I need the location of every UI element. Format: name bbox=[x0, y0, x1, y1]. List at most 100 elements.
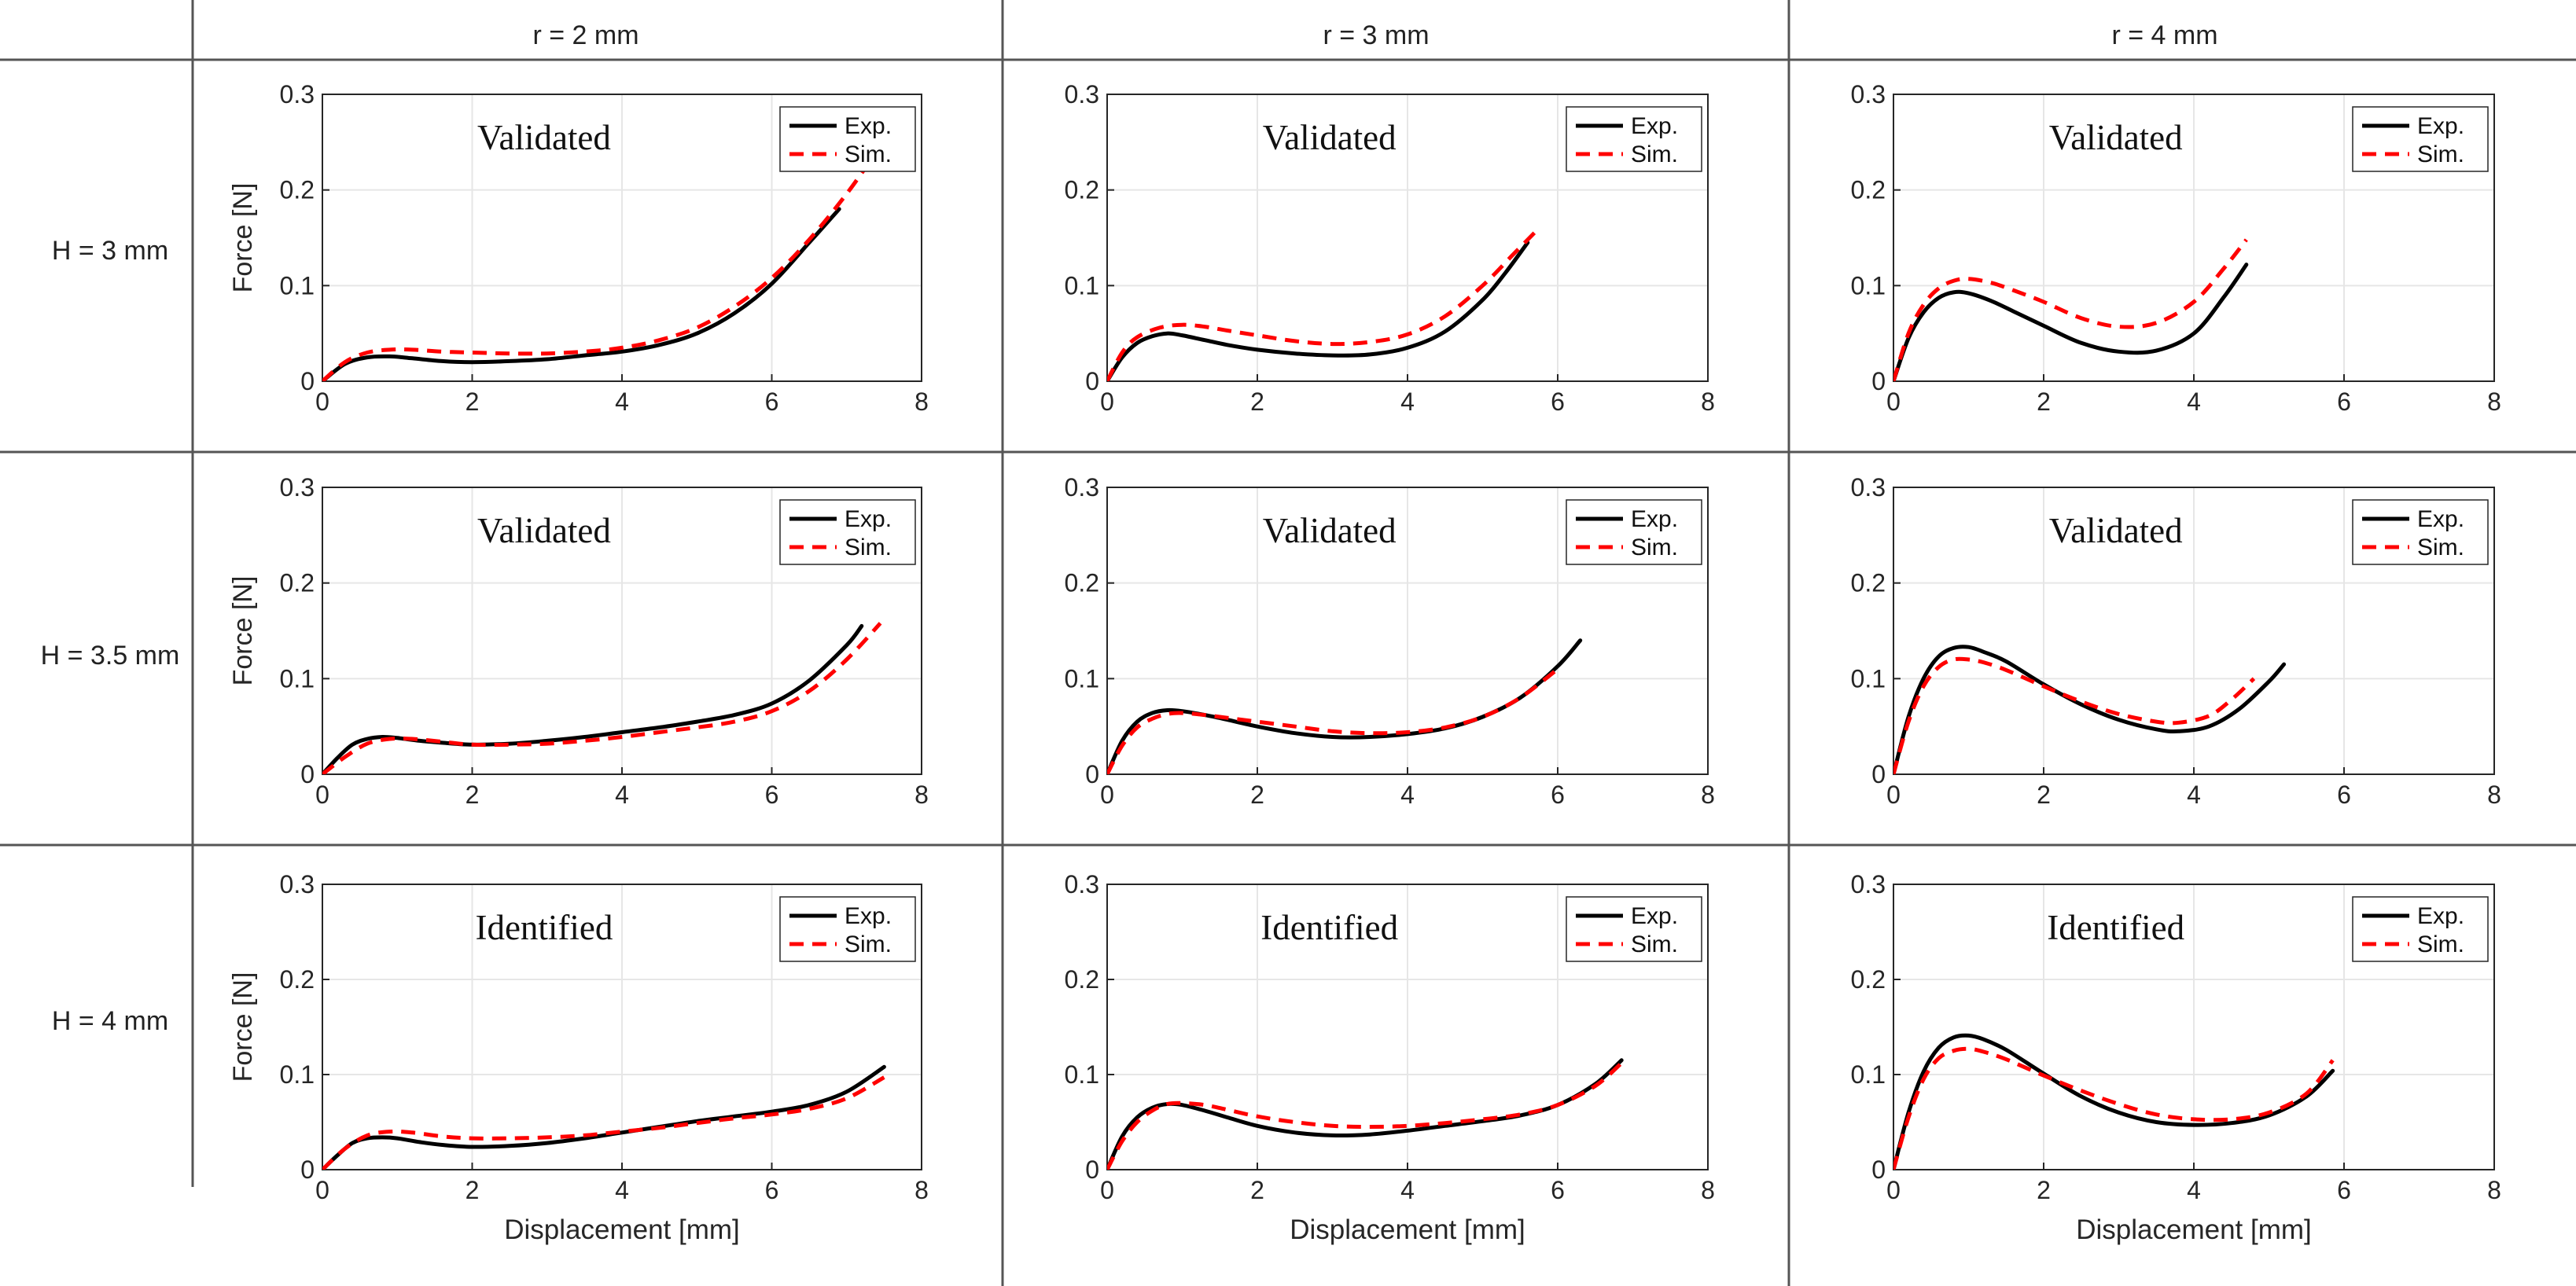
x-tick-label: 2 bbox=[466, 1176, 480, 1204]
x-tick-label: 6 bbox=[1551, 1176, 1565, 1204]
x-tick-label: 4 bbox=[2187, 781, 2201, 809]
y-tick-label: 0.1 bbox=[280, 271, 315, 299]
y-tick-label: 0.3 bbox=[1851, 870, 1886, 898]
legend-sim-label: Sim. bbox=[1631, 931, 1678, 957]
x-tick-label: 4 bbox=[2187, 1176, 2201, 1204]
panel-annotation: Validated bbox=[2049, 511, 2183, 550]
x-tick-label: 0 bbox=[315, 388, 329, 416]
y-tick-label: 0.3 bbox=[1065, 870, 1099, 898]
exp-series-line bbox=[1107, 241, 1530, 381]
chart-panel-1-0: 0 2 4 6 8 0 0.1 0.2 0.3 Force [N] Validated Exp. Sim… bbox=[228, 473, 929, 809]
legend-box bbox=[2352, 106, 2489, 172]
x-tick-label: 4 bbox=[1400, 781, 1415, 809]
sim-series-line bbox=[1893, 656, 2256, 774]
chart-panel-2-2: 0 2 4 6 8 0 0.1 0.2 0.3 Displacement [mm] Identifi… bbox=[1851, 870, 2501, 1245]
y-tick-label: 0 bbox=[1085, 367, 1099, 395]
y-tick-label: 0 bbox=[300, 367, 315, 395]
legend-exp-label: Exp. bbox=[1631, 506, 1678, 532]
legend-exp-label: Exp. bbox=[1631, 903, 1678, 929]
panel-annotation: Validated bbox=[1263, 511, 1397, 550]
panel-annotation: Validated bbox=[2049, 118, 2183, 157]
y-tick-label: 0.3 bbox=[280, 870, 315, 898]
chart-panel-0-0: 0 2 4 6 8 0 0.1 0.2 0.3 Force [N] Validated Exp.Sim… bbox=[228, 80, 929, 416]
chart-panel-1-2: 0 2 4 6 8 0 0.1 0.2 0.3 Validated Exp. Sim. bbox=[1851, 473, 2501, 809]
column-header-r2: r = 2 mm bbox=[532, 20, 638, 50]
x-tick-label: 6 bbox=[2337, 781, 2351, 809]
legend: Exp.Sim. bbox=[2352, 106, 2489, 172]
y-tick-label: 0.2 bbox=[280, 965, 315, 994]
x-tick-label: 8 bbox=[2487, 388, 2501, 416]
y-tick-label: 0.3 bbox=[280, 473, 315, 502]
x-tick-label: 2 bbox=[2037, 781, 2051, 809]
x-tick-label: 2 bbox=[466, 781, 480, 809]
x-tick-label: 0 bbox=[315, 781, 329, 809]
y-tick-label: 0.1 bbox=[1851, 271, 1886, 299]
x-tick-label: 0 bbox=[1886, 781, 1901, 809]
x-tick-label: 6 bbox=[765, 388, 779, 416]
y-tick-label: 0.2 bbox=[1851, 569, 1886, 597]
y-tick-label: 0.3 bbox=[1065, 80, 1099, 108]
panel-annotation: Identified bbox=[2047, 908, 2184, 947]
legend-box bbox=[1566, 896, 1702, 962]
x-tick-label: 8 bbox=[914, 388, 929, 416]
chart-panel-2-1: 0 2 4 6 8 0 0.1 0.2 0.3 Displacement [mm] Identifi… bbox=[1065, 870, 1715, 1245]
y-axis-label: Force [N] bbox=[228, 183, 258, 293]
legend-exp-label: Exp. bbox=[2417, 903, 2464, 929]
legend-exp-label: Exp. bbox=[2417, 113, 2464, 139]
legend: Exp. Sim. bbox=[1566, 499, 1702, 565]
exp-series-line bbox=[1107, 1058, 1624, 1170]
x-axis-label: Displacement [mm] bbox=[1290, 1214, 1525, 1245]
y-tick-label: 0.1 bbox=[1065, 271, 1099, 299]
sim-series-line bbox=[322, 150, 878, 381]
panel-annotation: Validated bbox=[477, 118, 611, 157]
exp-series-line bbox=[322, 1064, 886, 1170]
legend-sim-label: Sim. bbox=[1631, 535, 1678, 560]
y-tick-label: 0.1 bbox=[280, 1060, 315, 1089]
legend-exp-label: Exp. bbox=[845, 506, 892, 532]
x-tick-label: 0 bbox=[1886, 388, 1901, 416]
series-group bbox=[1893, 645, 2287, 774]
y-tick-label: 0 bbox=[1871, 760, 1886, 788]
x-tick-label: 2 bbox=[1250, 781, 1264, 809]
legend: Exp.Sim. bbox=[2352, 896, 2489, 962]
x-tick-label: 2 bbox=[466, 388, 480, 416]
series-group bbox=[322, 622, 882, 774]
sim-series-line bbox=[1893, 1046, 2335, 1170]
legend-sim-label: Sim. bbox=[845, 535, 892, 560]
y-tick-label: 0.2 bbox=[1851, 176, 1886, 204]
legend: Exp. Sim. bbox=[779, 499, 916, 565]
x-tick-label: 2 bbox=[2037, 388, 2051, 416]
row-header-h3: H = 3 mm bbox=[52, 236, 168, 266]
x-tick-label: 8 bbox=[914, 1176, 929, 1204]
panel-annotation: Validated bbox=[1263, 118, 1397, 157]
x-tick-label: 4 bbox=[615, 388, 629, 416]
y-tick-label: 0 bbox=[300, 760, 315, 788]
x-tick-label: 6 bbox=[765, 1176, 779, 1204]
y-tick-label: 0 bbox=[1085, 1156, 1099, 1184]
sim-series-line bbox=[322, 1075, 885, 1170]
exp-series-line bbox=[322, 623, 864, 774]
panel-annotation: Identified bbox=[1260, 908, 1398, 947]
sim-series-line bbox=[1893, 238, 2248, 381]
series-group bbox=[1893, 238, 2249, 381]
legend-sim-label: Sim. bbox=[2417, 141, 2464, 167]
legend-box bbox=[2352, 896, 2489, 962]
legend-box bbox=[779, 499, 916, 565]
y-tick-label: 0.2 bbox=[1851, 965, 1886, 994]
y-tick-label: 0.1 bbox=[1065, 1060, 1099, 1089]
exp-series-line bbox=[322, 207, 841, 381]
y-tick-label: 0.2 bbox=[1065, 176, 1099, 204]
legend: Exp.Sim. bbox=[1566, 896, 1702, 962]
panel-annotation: Validated bbox=[477, 511, 611, 550]
series-group bbox=[1107, 230, 1537, 381]
sim-series-line bbox=[1107, 1061, 1623, 1170]
row-header-h4: H = 4 mm bbox=[52, 1006, 168, 1036]
table-headers: r = 2 mm r = 3 mm r = 4 mm H = 3 mm H = … bbox=[41, 20, 2218, 1036]
x-tick-label: 4 bbox=[1400, 1176, 1415, 1204]
y-tick-label: 0.3 bbox=[1851, 473, 1886, 502]
sim-series-line bbox=[1107, 667, 1559, 774]
y-axis-label: Force [N] bbox=[228, 972, 258, 1082]
legend-box bbox=[1566, 106, 1702, 172]
